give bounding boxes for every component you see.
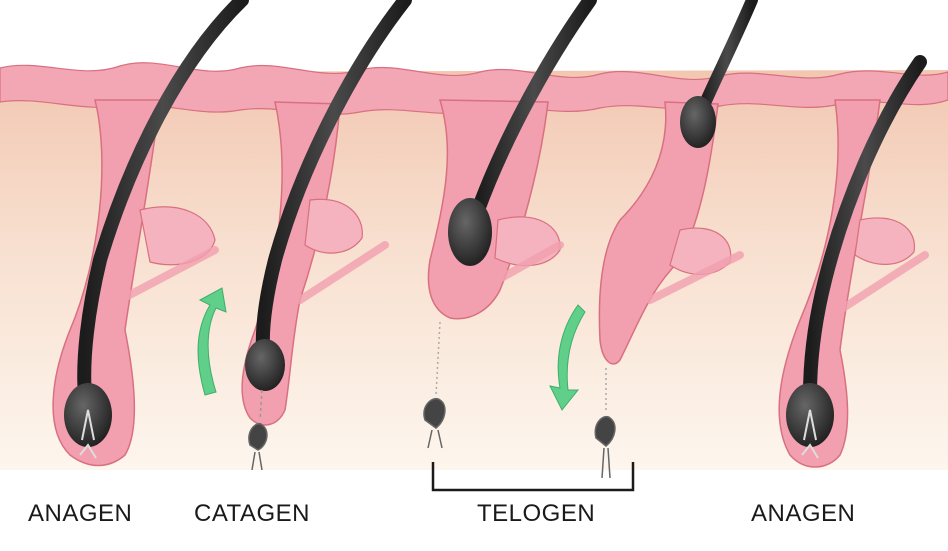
follicle-anagen-2 <box>778 55 929 468</box>
sebaceous-gland <box>139 206 216 266</box>
stage-label-anagen-2: ANAGEN <box>751 500 856 527</box>
dermal-papilla <box>801 409 819 459</box>
follicle-telogen-2 <box>549 0 758 479</box>
upward-arrow-icon <box>197 287 227 396</box>
follicle-telogen-1 <box>423 0 597 449</box>
follicle-sheath <box>598 101 719 365</box>
arrector-muscle <box>646 251 744 304</box>
stage-label-telogen: TELOGEN <box>477 500 596 527</box>
stage-label-anagen-1: ANAGEN <box>28 500 133 527</box>
hair-club <box>245 339 285 391</box>
downward-arrow-icon <box>549 304 586 411</box>
sebaceous-gland <box>854 217 916 265</box>
dermal-papilla <box>423 398 446 449</box>
papilla-strand <box>435 321 441 396</box>
stage-label-catagen: CATAGEN <box>194 500 310 527</box>
follicle-anagen-1 <box>52 0 249 467</box>
follicle-sheath <box>427 99 549 320</box>
follicle-catagen <box>197 0 412 471</box>
arrector-muscle <box>116 246 219 304</box>
arrector-muscle <box>836 251 929 314</box>
hair-club <box>680 96 716 148</box>
arrector-muscle <box>476 241 564 294</box>
hair-shaft <box>255 0 412 357</box>
dermal-papilla <box>248 423 268 471</box>
hair-shaft <box>77 0 249 402</box>
hair-shaft <box>471 0 597 217</box>
hair-club <box>448 198 492 266</box>
dermal-papilla <box>594 416 616 479</box>
telogen-bracket <box>431 462 635 492</box>
papilla-strand <box>259 389 263 421</box>
hair-shaft <box>803 55 927 402</box>
arrector-muscle <box>296 241 389 304</box>
sebaceous-gland <box>304 198 363 254</box>
dermal-papilla <box>79 409 97 459</box>
